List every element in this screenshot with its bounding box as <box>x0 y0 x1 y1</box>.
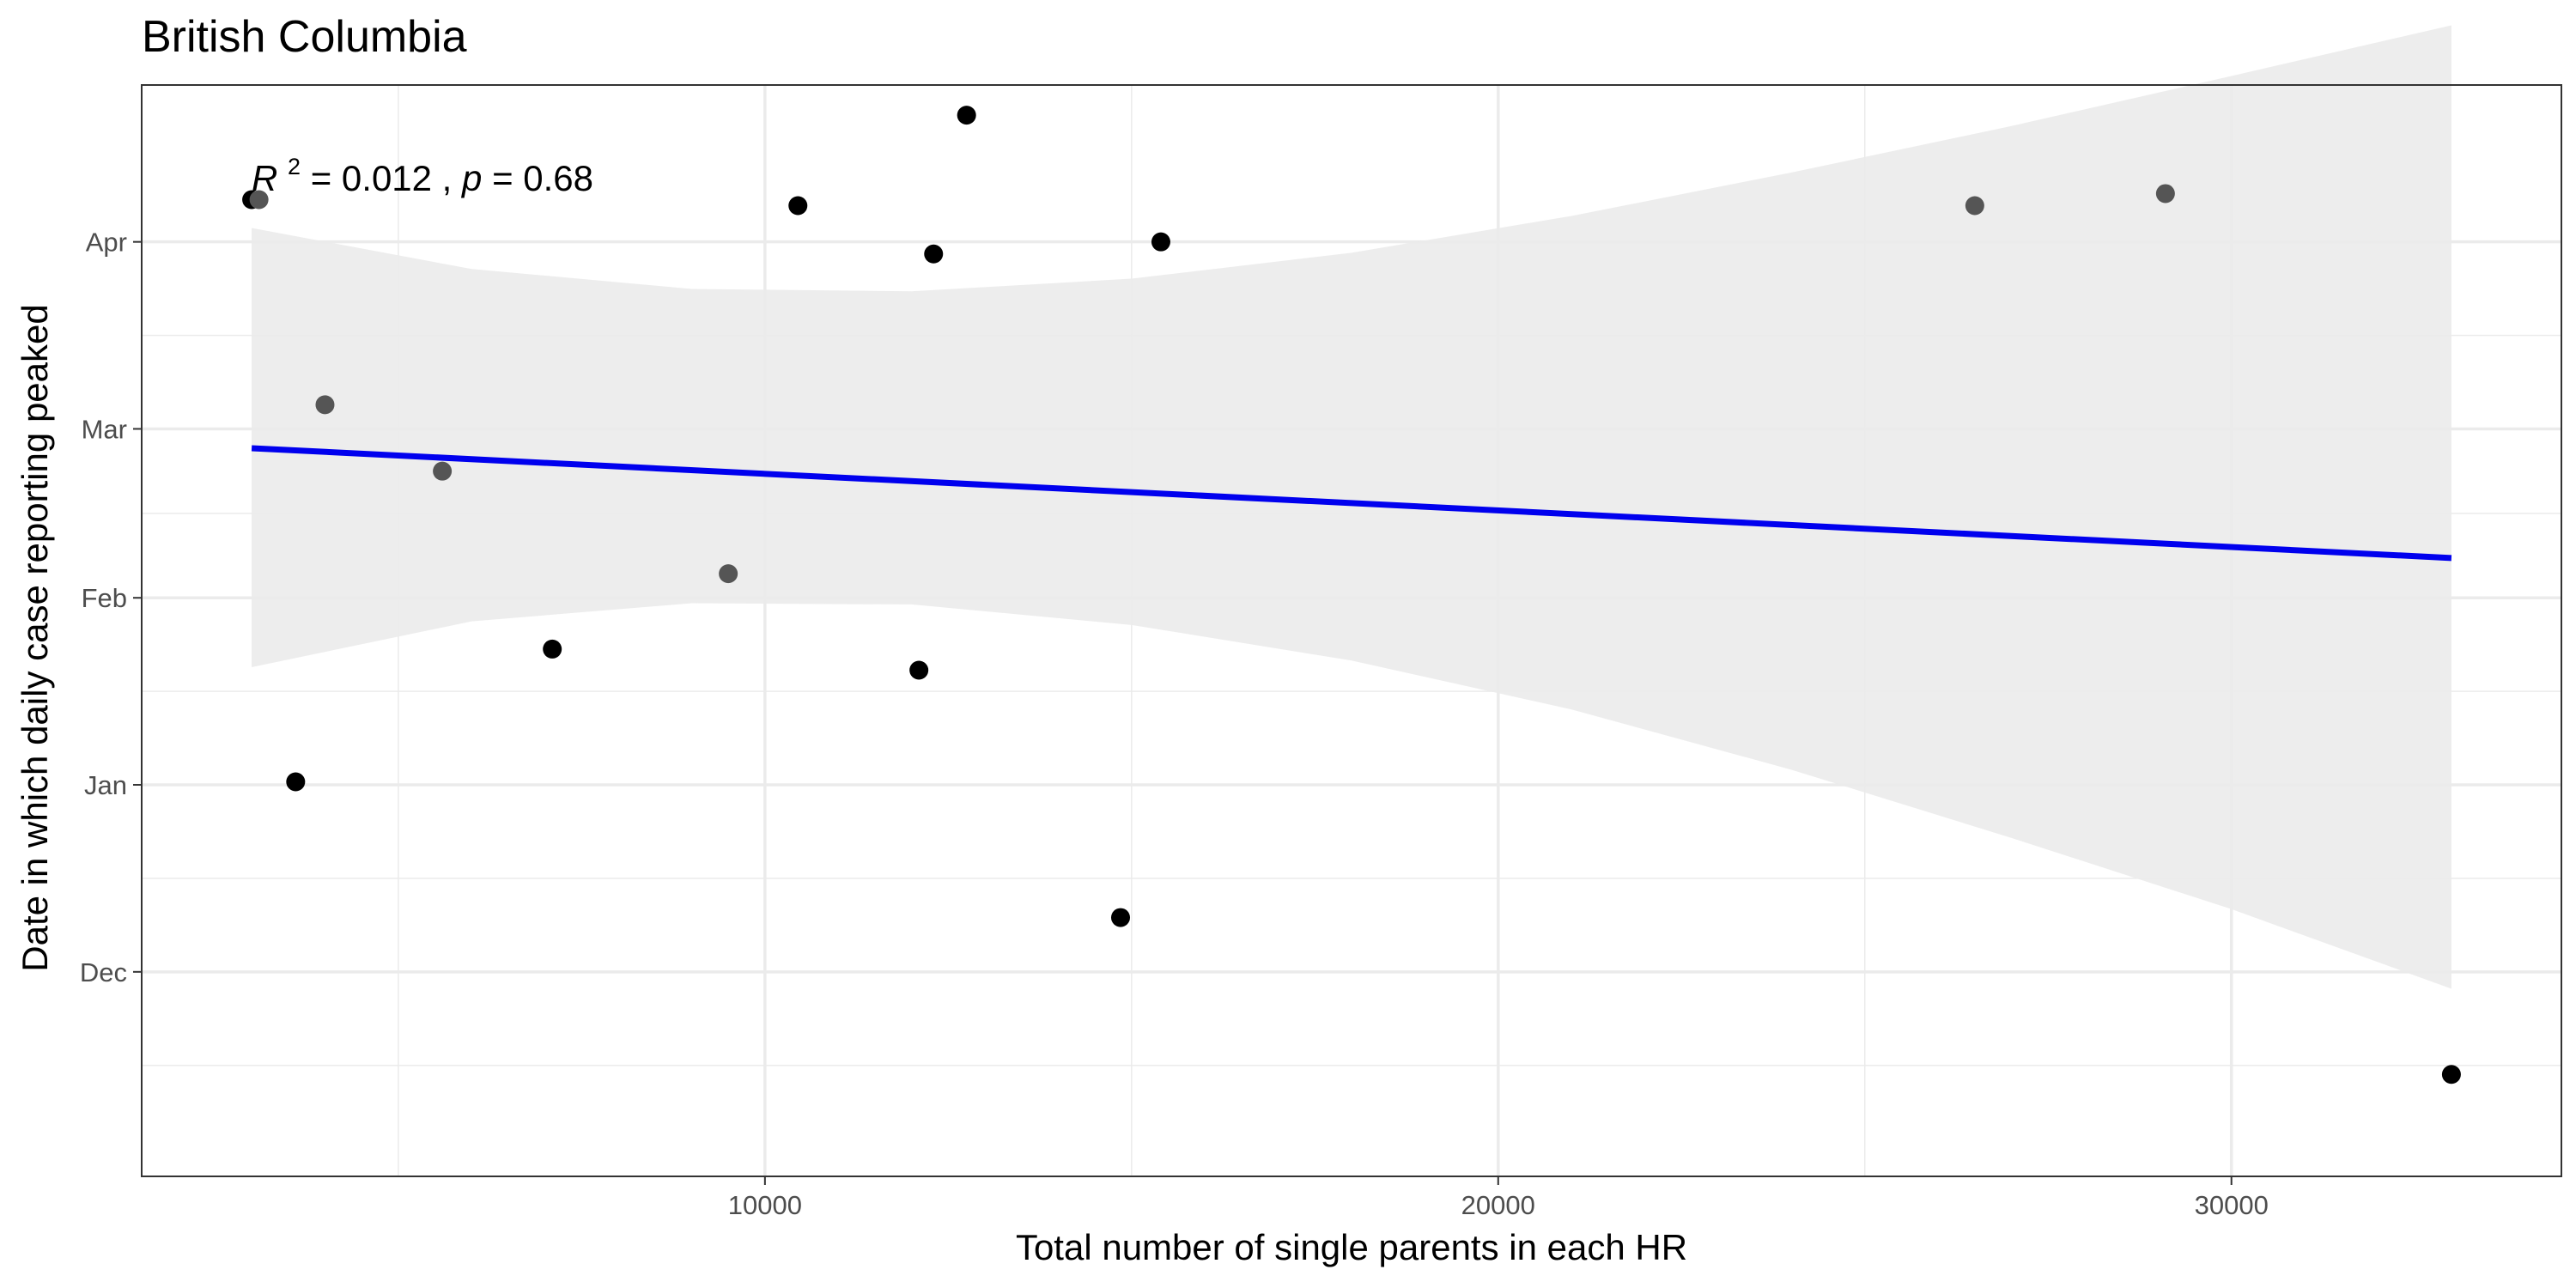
y-tick-label: Dec <box>80 957 127 987</box>
regression-line <box>251 445 2452 562</box>
data-point <box>1965 196 1984 216</box>
plot-panel <box>141 25 2562 1177</box>
data-point <box>1111 908 1131 927</box>
chart-title: British Columbia <box>142 12 467 62</box>
x-axis: 10000 20000 30000 <box>728 1176 2269 1220</box>
data-point <box>286 772 306 792</box>
data-point <box>924 244 944 264</box>
stat-annotation: R 2 = 0.012 , p = 0.68 <box>252 142 593 198</box>
r-symbol: R <box>252 158 277 198</box>
x-tick-label: 30000 <box>2195 1190 2269 1220</box>
y-tick-label: Feb <box>82 583 127 613</box>
data-point <box>957 106 976 125</box>
y-tick-label: Mar <box>82 414 127 444</box>
data-point <box>2441 1065 2461 1084</box>
y-tick-label: Apr <box>86 228 127 258</box>
x-tick-label: 10000 <box>728 1190 802 1220</box>
data-point <box>543 639 562 659</box>
y-tick-label: Jan <box>84 770 127 800</box>
data-point <box>433 461 453 481</box>
y-axis: Dec Jan Feb Mar Apr <box>80 228 142 987</box>
r-exponent: 2 <box>288 154 301 179</box>
x-tick-label: 20000 <box>1461 1190 1535 1220</box>
r-squared-annotation: R 2 = 0.012 , p = 0.68 <box>252 142 593 198</box>
data-point <box>788 196 808 216</box>
data-point <box>2155 184 2175 204</box>
panel-border <box>141 84 2562 1177</box>
p-value: = 0.68 <box>492 158 593 198</box>
p-symbol: p <box>460 158 482 198</box>
r-value: = 0.012 , <box>311 158 462 198</box>
data-point <box>1151 232 1170 252</box>
data-point <box>909 660 929 680</box>
data-point <box>249 190 269 210</box>
x-axis-title: Total number of single parents in each H… <box>1016 1227 1687 1267</box>
data-point <box>719 564 738 584</box>
y-axis-title: Date in which daily case reporting peake… <box>15 304 55 971</box>
confidence-band <box>252 25 2451 989</box>
data-point <box>315 395 335 415</box>
